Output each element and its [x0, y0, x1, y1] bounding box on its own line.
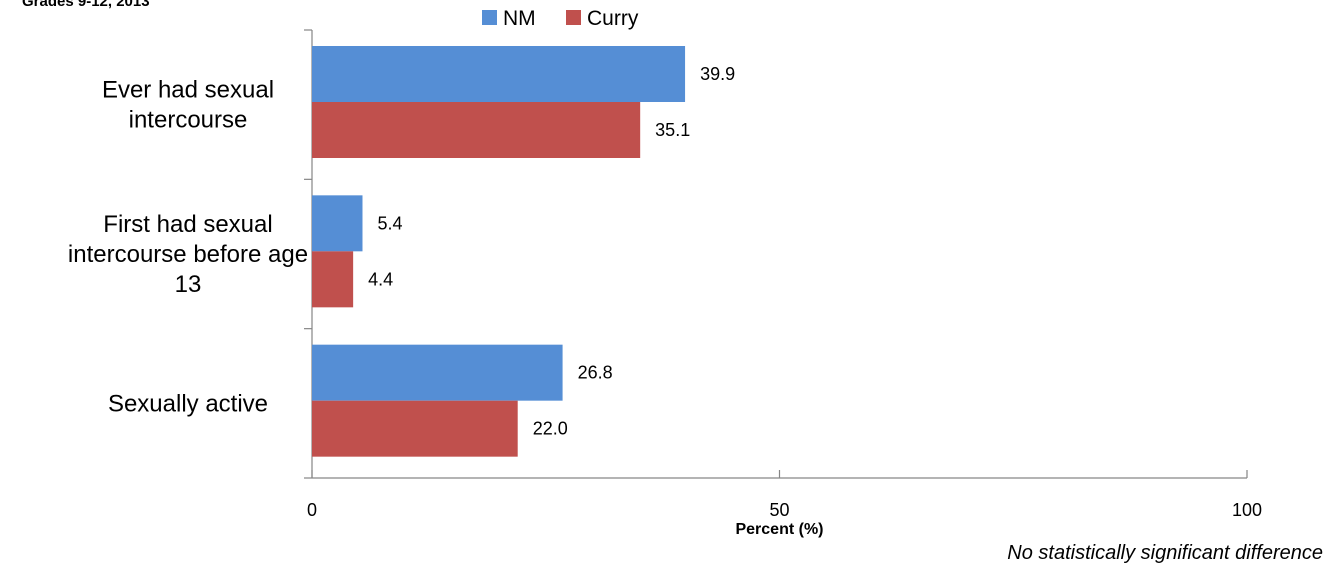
- bar-nm: [312, 195, 363, 252]
- chart-subtitle: Grades 9-12, 2013: [22, 0, 150, 10]
- data-label: 39.9: [700, 64, 735, 84]
- x-axis-title: Percent (%): [735, 521, 823, 538]
- bars: [312, 46, 686, 457]
- bar-curry: [312, 251, 354, 308]
- bar-nm: [312, 344, 563, 401]
- category-label: intercourse: [129, 107, 248, 134]
- data-labels: 39.9 35.1 5.4 4.4 26.8 22.0: [368, 64, 735, 439]
- bar-curry: [312, 400, 518, 457]
- x-tick-label: 0: [307, 500, 317, 520]
- category-label: Sexually active: [108, 390, 268, 417]
- data-label: 4.4: [368, 269, 393, 289]
- bar-curry: [312, 102, 641, 158]
- significance-note: No statistically significant difference: [1007, 542, 1323, 564]
- legend-swatch-curry: [566, 10, 581, 25]
- category-labels: Ever had sexual intercourse First had sexu…: [68, 77, 308, 418]
- data-label: 22.0: [533, 419, 568, 439]
- data-label: 5.4: [377, 213, 402, 233]
- category-label: Ever had sexual: [102, 77, 274, 104]
- category-label: intercourse before age: [68, 241, 308, 268]
- data-label: 26.8: [578, 363, 613, 383]
- legend-label-curry: Curry: [587, 7, 639, 30]
- bar-nm: [312, 46, 686, 102]
- x-tick-label: 100: [1232, 500, 1262, 520]
- legend: NM Curry: [482, 7, 639, 30]
- data-label: 35.1: [655, 120, 690, 140]
- category-label: First had sexual: [103, 211, 272, 238]
- legend-label-nm: NM: [503, 7, 536, 30]
- legend-swatch-nm: [482, 10, 497, 25]
- x-tick-label: 50: [769, 500, 789, 520]
- category-label: 13: [175, 271, 202, 298]
